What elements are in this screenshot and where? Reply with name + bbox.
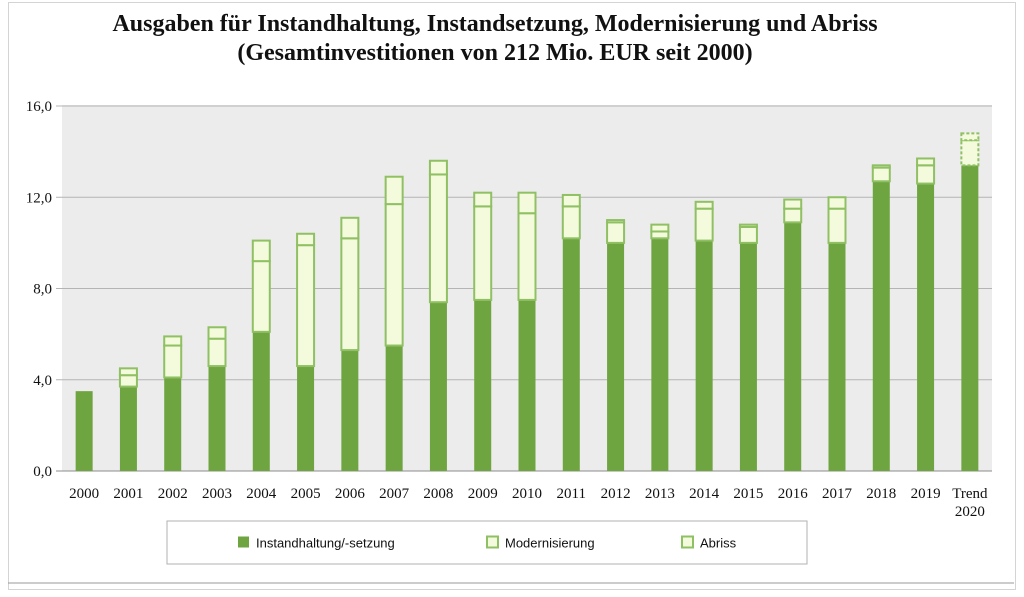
bar-abriss xyxy=(650,223,670,233)
x-tick-label: 2002 xyxy=(158,486,188,502)
x-tick-label: 2004 xyxy=(246,486,277,502)
bar-abriss xyxy=(606,219,626,224)
bar-modernisierung xyxy=(916,164,936,185)
legend-label: Modernisierung xyxy=(505,536,595,551)
x-tick-label: 2017 xyxy=(822,486,853,502)
bar-modernisierung xyxy=(738,225,758,244)
legend-marker xyxy=(238,536,249,548)
bar-abriss xyxy=(561,193,581,208)
bar-instandhaltung xyxy=(961,165,979,471)
y-tick-label: 4,0 xyxy=(33,373,52,389)
bar-abriss xyxy=(916,157,936,167)
x-tick-label: 2015 xyxy=(733,486,763,502)
bar-instandhaltung xyxy=(252,331,270,471)
y-tick-label: 16,0 xyxy=(26,99,52,115)
bar-modernisierung xyxy=(694,207,714,242)
bar-modernisierung xyxy=(296,244,316,368)
bar-abriss xyxy=(473,191,493,208)
bar-modernisierung xyxy=(473,205,493,301)
bar-modernisierung xyxy=(517,212,537,301)
x-tick-label: 2005 xyxy=(291,486,321,502)
bar-abriss xyxy=(428,159,448,176)
bar-modernisierung xyxy=(871,166,891,183)
y-tick-label: 0,0 xyxy=(33,464,52,480)
chart-title: Ausgaben für Instandhaltung, Instandsetz… xyxy=(112,11,878,66)
bar-abriss xyxy=(207,326,227,340)
bar-abriss xyxy=(871,164,891,169)
bar-modernisierung xyxy=(960,139,980,167)
bar-instandhaltung xyxy=(429,302,447,471)
bar-modernisierung xyxy=(207,337,227,368)
legend-marker xyxy=(486,535,499,549)
bar-instandhaltung xyxy=(164,377,182,471)
bar-abriss xyxy=(827,196,847,210)
bar-abriss xyxy=(694,200,714,210)
bar-abriss xyxy=(384,175,404,206)
bar-modernisierung xyxy=(251,260,271,333)
bar-modernisierung xyxy=(163,344,183,379)
bar-modernisierung xyxy=(827,207,847,244)
bar-instandhaltung xyxy=(562,238,580,471)
x-tick-label: 2013 xyxy=(645,486,675,502)
x-tick-label: 2011 xyxy=(557,486,586,502)
x-tick-label: 2008 xyxy=(423,486,453,502)
x-tick-label: Trend xyxy=(952,486,988,502)
x-tick-label: 2003 xyxy=(202,486,232,502)
bar-instandhaltung xyxy=(208,366,226,471)
bar-modernisierung xyxy=(340,237,360,352)
bar-abriss xyxy=(517,191,537,215)
bar-abriss xyxy=(340,216,360,240)
bar-instandhaltung xyxy=(917,183,935,471)
x-tick-label: 2016 xyxy=(778,486,809,502)
x-tick-label: 2010 xyxy=(512,486,542,502)
x-tick-label: 2007 xyxy=(379,486,410,502)
bar-instandhaltung xyxy=(607,242,625,471)
bar-instandhaltung xyxy=(828,242,846,471)
bar-modernisierung xyxy=(384,203,404,347)
x-tick-label: 2001 xyxy=(113,486,143,502)
y-tick-label: 12,0 xyxy=(26,190,52,206)
bar-modernisierung xyxy=(650,230,670,240)
x-tick-label: 2006 xyxy=(335,486,366,502)
legend-marker xyxy=(681,535,694,549)
x-tick-label: 2000 xyxy=(69,486,99,502)
bar-abriss xyxy=(251,239,271,263)
x-tick-label: 2018 xyxy=(866,486,896,502)
legend-label: Instandhaltung/-setzung xyxy=(256,536,395,551)
bar-modernisierung xyxy=(428,173,448,304)
bar-abriss xyxy=(163,335,183,347)
bar-modernisierung xyxy=(561,205,581,240)
bar-instandhaltung xyxy=(784,222,802,471)
x-tick-label: 2014 xyxy=(689,486,720,502)
x-tick-label: 2020 xyxy=(955,504,985,520)
bar-instandhaltung xyxy=(341,350,359,471)
bar-modernisierung xyxy=(783,207,803,224)
bar-abriss xyxy=(960,132,980,142)
bar-instandhaltung xyxy=(872,181,890,471)
bar-abriss xyxy=(296,232,316,247)
bar-instandhaltung xyxy=(651,238,669,471)
x-tick-label: 2009 xyxy=(468,486,498,502)
bar-modernisierung xyxy=(118,374,138,388)
bar-instandhaltung xyxy=(739,242,757,471)
y-tick-label: 8,0 xyxy=(33,282,52,298)
legend-label: Abriss xyxy=(700,536,737,551)
bar-abriss xyxy=(738,223,758,228)
x-tick-label: 2019 xyxy=(911,486,941,502)
bar-instandhaltung xyxy=(75,391,93,471)
x-tick-label: 2012 xyxy=(601,486,631,502)
bar-abriss xyxy=(783,198,803,210)
bar-abriss xyxy=(118,367,138,377)
bar-modernisierung xyxy=(606,221,626,244)
bar-instandhaltung xyxy=(518,299,536,471)
bar-instandhaltung xyxy=(297,366,315,471)
bar-instandhaltung xyxy=(474,299,492,471)
bar-instandhaltung xyxy=(695,240,713,471)
bar-instandhaltung xyxy=(385,345,403,471)
bar-instandhaltung xyxy=(119,386,137,471)
